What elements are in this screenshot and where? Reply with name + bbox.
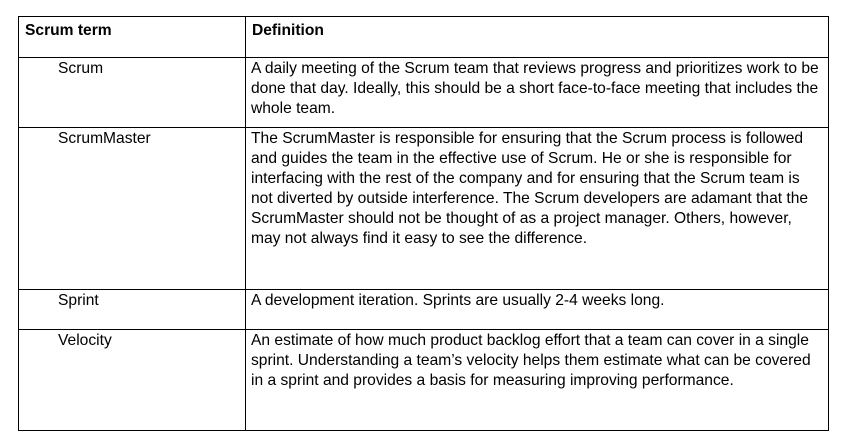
term-cell: Velocity xyxy=(18,329,246,431)
term-cell: Scrum xyxy=(18,57,246,128)
header-term-label: Scrum term xyxy=(25,22,112,39)
term-text: Scrum xyxy=(58,60,104,77)
table-header-row: Scrum term Definition xyxy=(18,16,829,58)
term-text: ScrumMaster xyxy=(58,130,151,147)
definition-text: The ScrumMaster is responsible for ensur… xyxy=(251,130,809,247)
definition-cell: A development iteration. Sprints are usu… xyxy=(245,289,829,330)
term-text: Velocity xyxy=(58,332,112,349)
header-definition-label: Definition xyxy=(252,22,324,39)
scrum-terms-table: Scrum term Definition Scrum A daily meet… xyxy=(18,16,829,431)
definition-text: A development iteration. Sprints are usu… xyxy=(251,292,665,309)
definition-cell: A daily meeting of the Scrum team that r… xyxy=(245,57,829,128)
table-row: Sprint A development iteration. Sprints … xyxy=(18,289,829,330)
term-cell: Sprint xyxy=(18,289,246,330)
definition-text: An estimate of how much product backlog … xyxy=(251,332,811,389)
definition-cell: The ScrumMaster is responsible for ensur… xyxy=(245,127,829,290)
definition-cell: An estimate of how much product backlog … xyxy=(245,329,829,431)
header-cell-definition: Definition xyxy=(245,16,829,58)
definition-text: A daily meeting of the Scrum team that r… xyxy=(251,60,819,117)
table-row: Scrum A daily meeting of the Scrum team … xyxy=(18,57,829,128)
table-row: ScrumMaster The ScrumMaster is responsib… xyxy=(18,127,829,290)
header-cell-term: Scrum term xyxy=(18,16,246,58)
term-cell: ScrumMaster xyxy=(18,127,246,290)
term-text: Sprint xyxy=(58,292,99,309)
table-row: Velocity An estimate of how much product… xyxy=(18,329,829,431)
